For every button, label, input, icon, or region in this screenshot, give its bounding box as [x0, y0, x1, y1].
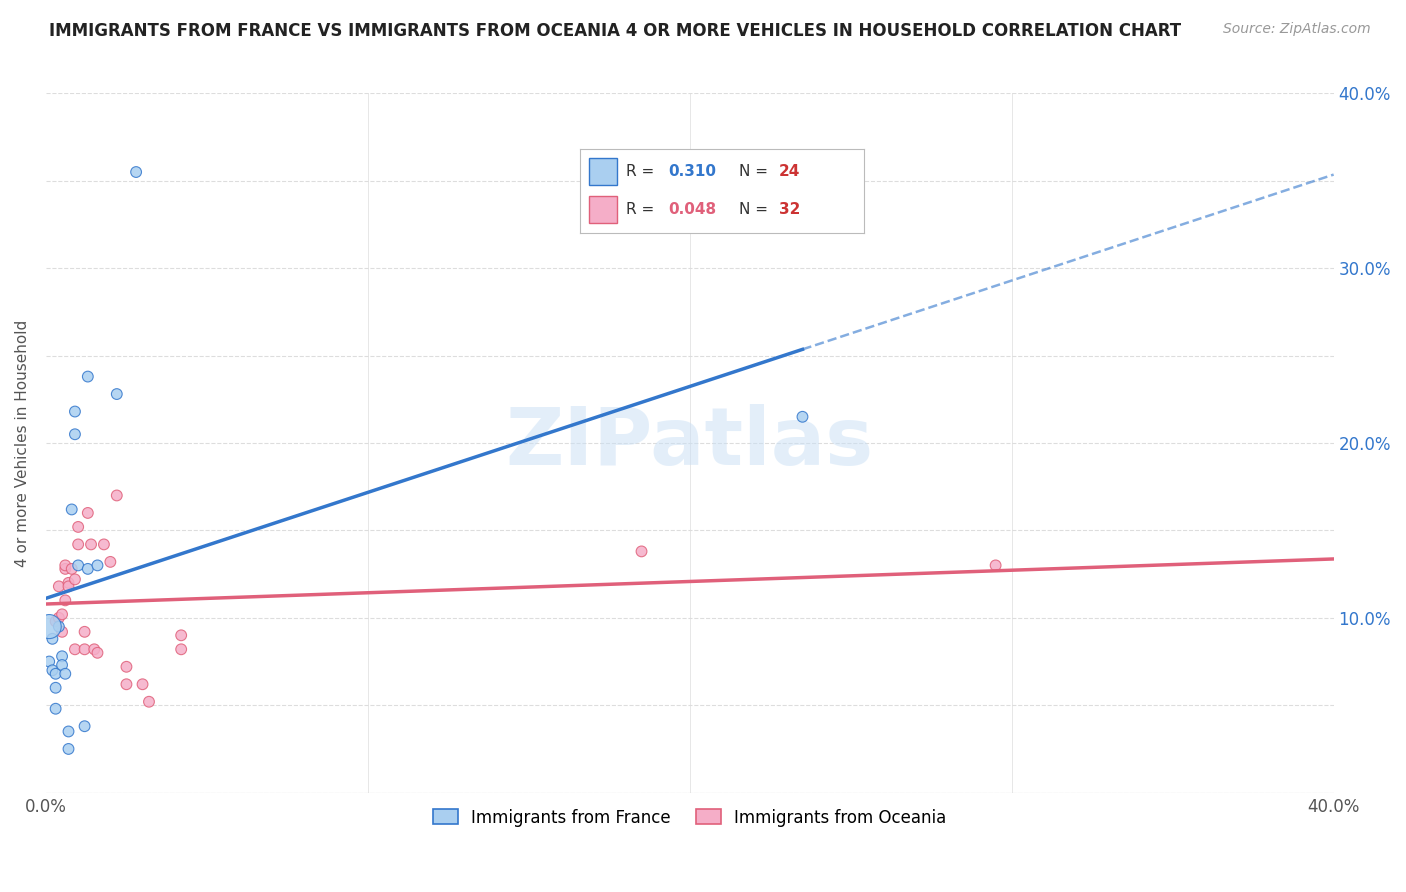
Point [60, 562, 83, 576]
Point [67, 520, 90, 534]
Point [53, 562, 76, 576]
Point [67, 558, 90, 573]
Point [73, 719, 96, 733]
Point [105, 488, 128, 502]
Point [58, 575, 80, 590]
Point [630, 544, 652, 558]
Point [138, 695, 160, 709]
Point [45, 702, 67, 716]
Point [48, 579, 70, 593]
Point [53, 593, 76, 607]
Point [48, 611, 70, 625]
Point [41, 663, 63, 677]
Point [170, 628, 193, 642]
Point [51, 649, 73, 664]
Point [86, 558, 108, 573]
Point [45, 666, 67, 681]
Point [51, 658, 73, 673]
Point [45, 615, 67, 629]
Point [83, 642, 105, 657]
Text: Source: ZipAtlas.com: Source: ZipAtlas.com [1223, 22, 1371, 37]
Point [63, 573, 86, 587]
Point [131, 677, 153, 691]
Point [115, 660, 138, 674]
Point [45, 681, 67, 695]
Point [76, 369, 98, 384]
Point [60, 502, 83, 516]
Point [63, 427, 86, 442]
Point [80, 537, 103, 551]
Text: IMMIGRANTS FROM FRANCE VS IMMIGRANTS FROM OCEANIA 4 OR MORE VEHICLES IN HOUSEHOL: IMMIGRANTS FROM FRANCE VS IMMIGRANTS FRO… [49, 22, 1181, 40]
Point [51, 607, 73, 622]
Point [58, 742, 80, 756]
Point [63, 642, 86, 657]
Point [51, 624, 73, 639]
Point [48, 619, 70, 633]
Point [73, 624, 96, 639]
Point [115, 677, 138, 691]
Point [58, 579, 80, 593]
Point [98, 555, 121, 569]
Point [53, 558, 76, 573]
Point [73, 642, 96, 657]
Point [63, 404, 86, 418]
Point [105, 387, 128, 401]
Point [76, 506, 98, 520]
Point [93, 537, 115, 551]
Point [53, 666, 76, 681]
Point [58, 724, 80, 739]
Point [984, 558, 1007, 573]
Legend: Immigrants from France, Immigrants from Oceania: Immigrants from France, Immigrants from … [426, 802, 953, 833]
Point [41, 632, 63, 646]
Point [38, 619, 60, 633]
Point [86, 646, 108, 660]
Point [170, 642, 193, 657]
Point [38, 655, 60, 669]
Point [792, 409, 814, 424]
Point [67, 537, 90, 551]
Text: ZIPatlas: ZIPatlas [506, 404, 875, 482]
Point [125, 165, 148, 179]
Point [76, 562, 98, 576]
Y-axis label: 4 or more Vehicles in Household: 4 or more Vehicles in Household [15, 319, 30, 566]
